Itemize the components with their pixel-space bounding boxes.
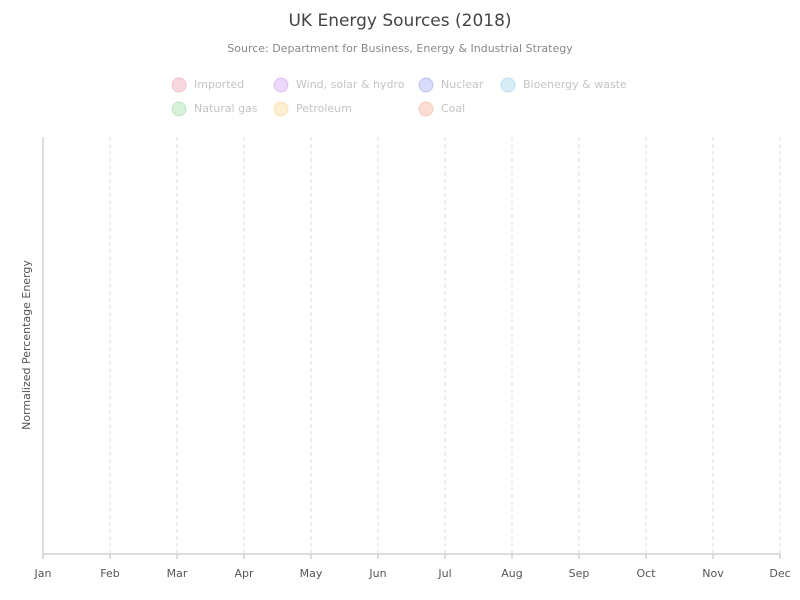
legend-marker[interactable]	[273, 77, 289, 93]
x-tick-label: Dec	[769, 567, 790, 580]
legend-label[interactable]: Petroleum	[296, 102, 352, 115]
legend-label[interactable]: Imported	[194, 78, 244, 91]
legend-marker[interactable]	[418, 77, 434, 93]
x-tick-label: Nov	[702, 567, 724, 580]
x-tick-label: Feb	[100, 567, 119, 580]
x-tick-label: Mar	[167, 567, 188, 580]
legend-label[interactable]: Natural gas	[194, 102, 258, 115]
chart-title: UK Energy Sources (2018)	[288, 11, 511, 31]
x-tick-label: Oct	[636, 567, 656, 580]
legend-marker[interactable]	[171, 101, 187, 117]
x-tick-label: Jan	[34, 567, 52, 580]
x-tick-label: Apr	[234, 567, 254, 580]
legend-label[interactable]: Nuclear	[441, 78, 484, 91]
legend-marker[interactable]	[500, 77, 516, 93]
x-tick-label: Sep	[569, 567, 590, 580]
chart-subtitle: Source: Department for Business, Energy …	[227, 42, 573, 55]
x-tick-label: Aug	[501, 567, 522, 580]
x-tick-label: May	[300, 567, 323, 580]
legend-label[interactable]: Bioenergy & waste	[523, 78, 627, 91]
x-tick-label: Jun	[368, 567, 386, 580]
legend-label[interactable]: Coal	[441, 102, 465, 115]
legend-label[interactable]: Wind, solar & hydro	[296, 78, 405, 91]
x-tick-label: Jul	[437, 567, 451, 580]
legend-marker[interactable]	[273, 101, 289, 117]
y-axis-label: Normalized Percentage Energy	[20, 260, 33, 430]
legend-marker[interactable]	[171, 77, 187, 93]
legend-marker[interactable]	[418, 101, 434, 117]
